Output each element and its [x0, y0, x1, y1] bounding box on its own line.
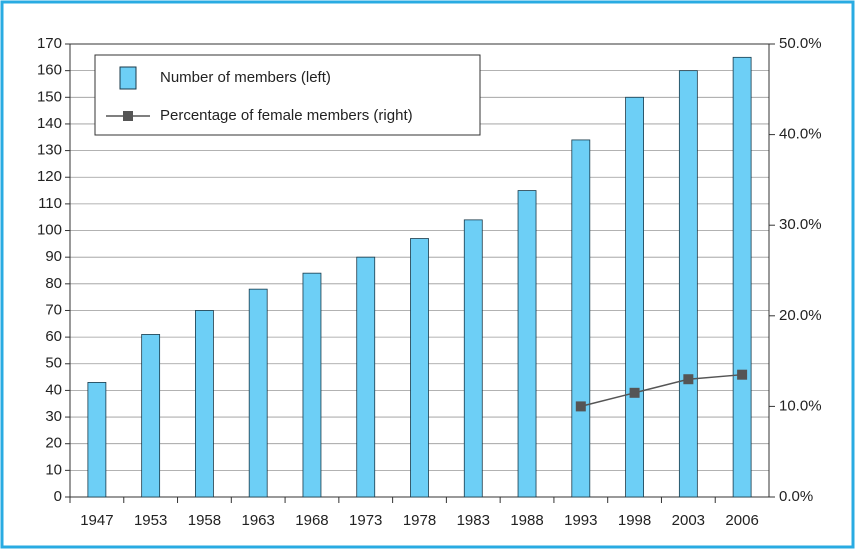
x-tick-label: 1988	[510, 512, 543, 529]
x-tick-label: 1958	[188, 512, 221, 529]
bar	[571, 139, 591, 498]
y-tick-label: 60	[45, 328, 62, 345]
y-tick-label: 140	[37, 115, 62, 132]
x-tick-label: 1963	[242, 512, 275, 529]
marker	[629, 387, 640, 398]
y-tick-label: 30	[45, 408, 62, 425]
x-tick-label: 1968	[295, 512, 328, 529]
bar	[248, 288, 268, 498]
y2-tick-label: 20.0%	[779, 307, 822, 324]
y2-tick-label: 50.0%	[779, 35, 822, 52]
y-tick-label: 50	[45, 355, 62, 372]
y-tick-label: 40	[45, 381, 62, 398]
y-tick-label: 90	[45, 248, 62, 265]
y-tick-label: 80	[45, 275, 62, 292]
x-tick-label: 2003	[672, 512, 705, 529]
bar	[625, 96, 644, 498]
y-tick-label: 130	[37, 142, 62, 159]
legend-marker	[123, 111, 133, 121]
x-tick-label: 1973	[349, 512, 382, 529]
bar	[463, 219, 483, 498]
bar	[356, 256, 376, 498]
y2-tick-label: 10.0%	[779, 397, 822, 414]
bar	[195, 310, 214, 498]
legend-swatch	[119, 66, 137, 90]
marker	[683, 374, 694, 385]
y-tick-label: 160	[37, 62, 62, 79]
y-tick-label: 10	[45, 461, 62, 478]
legend-box	[94, 54, 481, 136]
y-tick-label: 20	[45, 435, 62, 452]
y-tick-label: 150	[37, 88, 62, 105]
y2-tick-label: 0.0%	[779, 488, 813, 505]
legend-label: Percentage of female members (right)	[160, 107, 413, 124]
y-tick-label: 100	[37, 221, 62, 238]
y-tick-label: 110	[38, 195, 62, 212]
y-tick-label: 170	[37, 35, 62, 52]
x-tick-label: 1947	[80, 512, 113, 529]
marker	[575, 401, 586, 412]
bar	[302, 272, 322, 498]
y-tick-label: 0	[54, 488, 62, 505]
y2-tick-label: 30.0%	[779, 216, 822, 233]
bar	[678, 70, 698, 498]
y-tick-label: 70	[45, 301, 62, 318]
y2-tick-label: 40.0%	[779, 126, 822, 143]
bar	[87, 382, 107, 498]
marker	[737, 369, 748, 380]
bar	[732, 56, 752, 498]
x-tick-label: 1993	[564, 512, 597, 529]
y-tick-label: 120	[37, 168, 62, 185]
bar	[410, 238, 429, 498]
bar	[517, 190, 537, 498]
bar	[141, 334, 161, 498]
x-tick-label: 2006	[725, 512, 758, 529]
legend-label: Number of members (left)	[160, 69, 331, 86]
x-tick-label: 1998	[618, 512, 651, 529]
x-tick-label: 1978	[403, 512, 436, 529]
x-tick-label: 1983	[457, 512, 490, 529]
x-tick-label: 1953	[134, 512, 167, 529]
line	[580, 373, 743, 408]
